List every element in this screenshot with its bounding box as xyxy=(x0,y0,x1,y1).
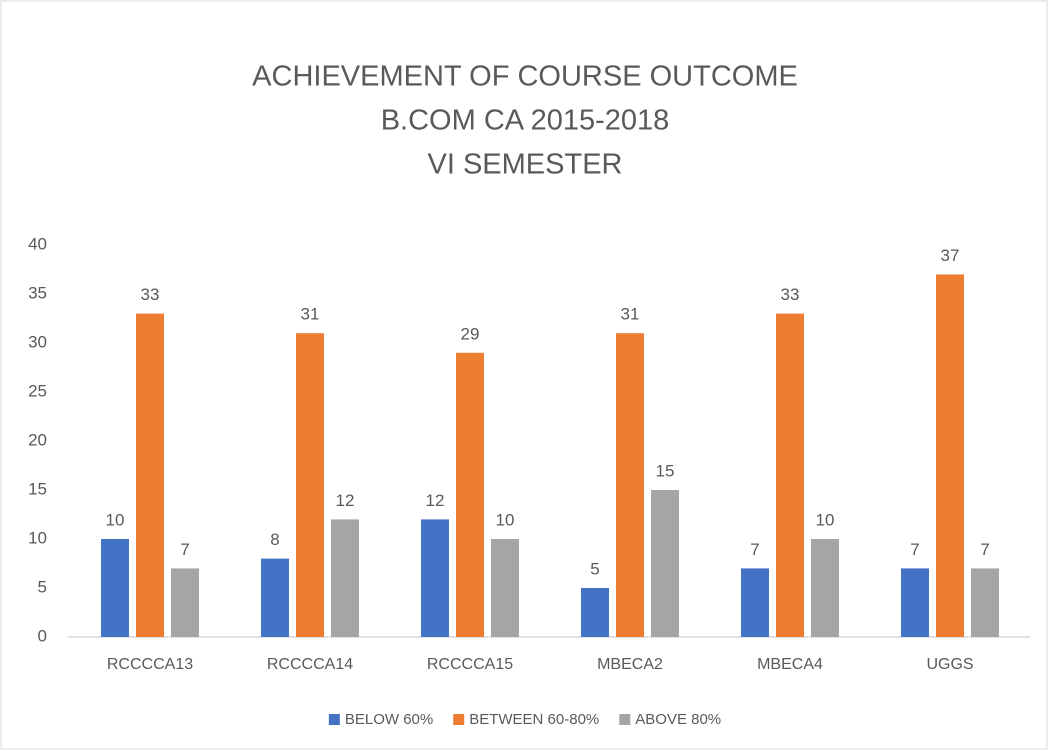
x-tick-label: MBECA2 xyxy=(597,656,663,673)
bar xyxy=(421,519,449,637)
bar xyxy=(101,539,129,637)
data-label: 33 xyxy=(781,285,800,304)
data-label: 12 xyxy=(426,491,445,510)
data-label: 7 xyxy=(750,540,759,559)
x-tick-label: RCCCCA13 xyxy=(107,656,193,673)
data-label: 12 xyxy=(336,491,355,510)
data-label: 10 xyxy=(496,510,515,529)
chart-title: ACHIEVEMENT OF COURSE OUTCOME xyxy=(252,61,798,93)
data-label: 31 xyxy=(621,305,640,324)
y-tick-label: 30 xyxy=(28,332,47,351)
bar xyxy=(936,274,964,637)
data-label: 10 xyxy=(816,510,835,529)
chart-title: VI SEMESTER xyxy=(428,149,623,181)
data-label: 10 xyxy=(106,510,125,529)
y-tick-label: 25 xyxy=(28,381,47,400)
x-tick-label: UGGS xyxy=(926,656,973,673)
data-label: 31 xyxy=(301,305,320,324)
bar xyxy=(971,568,999,637)
legend-label: BETWEEN 60-80% xyxy=(469,711,599,728)
data-label: 5 xyxy=(590,559,599,578)
data-label: 8 xyxy=(270,530,279,549)
y-tick-label: 15 xyxy=(28,479,47,498)
data-label: 29 xyxy=(461,324,480,343)
y-tick-label: 35 xyxy=(28,283,47,302)
bar xyxy=(136,313,164,637)
y-tick-label: 40 xyxy=(28,234,47,253)
data-label: 37 xyxy=(941,246,960,265)
bar xyxy=(261,558,289,637)
legend-swatch xyxy=(453,714,465,725)
bar xyxy=(456,352,484,637)
legend-label: ABOVE 80% xyxy=(635,711,721,728)
data-label: 15 xyxy=(656,461,675,480)
bar xyxy=(741,568,769,637)
data-label: 7 xyxy=(180,540,189,559)
bar xyxy=(331,519,359,637)
y-tick-label: 0 xyxy=(38,626,47,645)
bar xyxy=(491,539,519,637)
bar xyxy=(581,588,609,637)
data-label: 33 xyxy=(141,285,160,304)
x-tick-label: MBECA4 xyxy=(757,656,823,673)
data-label: 7 xyxy=(910,540,919,559)
x-tick-label: RCCCCA15 xyxy=(427,656,513,673)
bar xyxy=(776,313,804,637)
y-tick-label: 10 xyxy=(28,528,47,547)
x-tick-label: RCCCCA14 xyxy=(267,656,353,673)
legend-swatch xyxy=(328,714,340,725)
bar xyxy=(901,568,929,637)
legend-swatch xyxy=(619,714,631,725)
bar xyxy=(616,333,644,637)
bar xyxy=(296,333,324,637)
legend-label: BELOW 60% xyxy=(345,711,433,728)
bar xyxy=(651,490,679,637)
bar xyxy=(811,539,839,637)
y-tick-label: 20 xyxy=(28,430,47,449)
data-label: 7 xyxy=(980,540,989,559)
bar xyxy=(171,568,199,637)
chart-title: B.COM CA 2015-2018 xyxy=(381,105,670,137)
y-tick-label: 5 xyxy=(38,577,47,596)
